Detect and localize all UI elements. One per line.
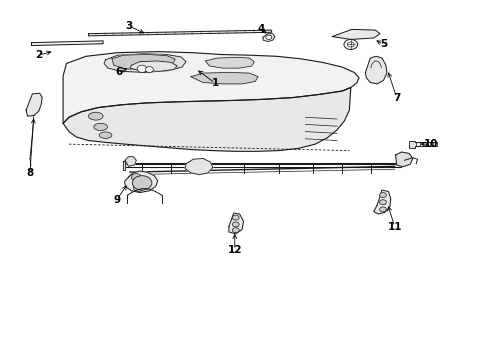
Polygon shape [263,34,274,41]
Polygon shape [205,57,254,68]
Polygon shape [373,190,390,214]
Polygon shape [395,152,412,167]
Polygon shape [26,93,42,116]
Polygon shape [63,87,350,151]
Polygon shape [104,54,185,72]
Polygon shape [184,158,212,175]
Ellipse shape [99,132,112,138]
Text: 3: 3 [124,21,132,31]
Text: 8: 8 [26,168,34,178]
Text: 1: 1 [211,78,219,88]
Polygon shape [88,30,271,36]
Circle shape [145,67,153,72]
Circle shape [133,184,143,192]
Circle shape [132,176,152,190]
Circle shape [137,65,147,72]
Text: 2: 2 [35,50,42,60]
Polygon shape [124,171,158,193]
FancyBboxPatch shape [408,140,414,148]
Circle shape [343,40,357,49]
Polygon shape [228,213,243,234]
Circle shape [379,207,386,212]
Text: 9: 9 [113,195,120,205]
Circle shape [140,178,149,185]
Polygon shape [31,41,103,45]
Polygon shape [365,56,386,84]
Polygon shape [125,157,136,166]
Polygon shape [130,61,177,71]
Polygon shape [63,51,358,123]
Circle shape [379,200,386,205]
Text: 4: 4 [257,24,264,35]
Polygon shape [331,30,379,40]
Polygon shape [112,54,175,69]
Polygon shape [190,72,258,84]
Circle shape [265,35,271,40]
Circle shape [232,228,239,233]
Polygon shape [122,161,125,170]
Text: 6: 6 [115,67,122,77]
Circle shape [131,174,141,181]
Text: 5: 5 [379,40,386,49]
Text: 11: 11 [386,222,401,231]
Circle shape [232,222,239,227]
Ellipse shape [94,123,107,131]
Circle shape [346,42,353,47]
Circle shape [232,215,239,220]
Text: 7: 7 [392,93,400,103]
Text: 10: 10 [423,139,437,149]
Circle shape [379,193,386,198]
Ellipse shape [88,112,103,120]
Text: 12: 12 [227,245,242,255]
